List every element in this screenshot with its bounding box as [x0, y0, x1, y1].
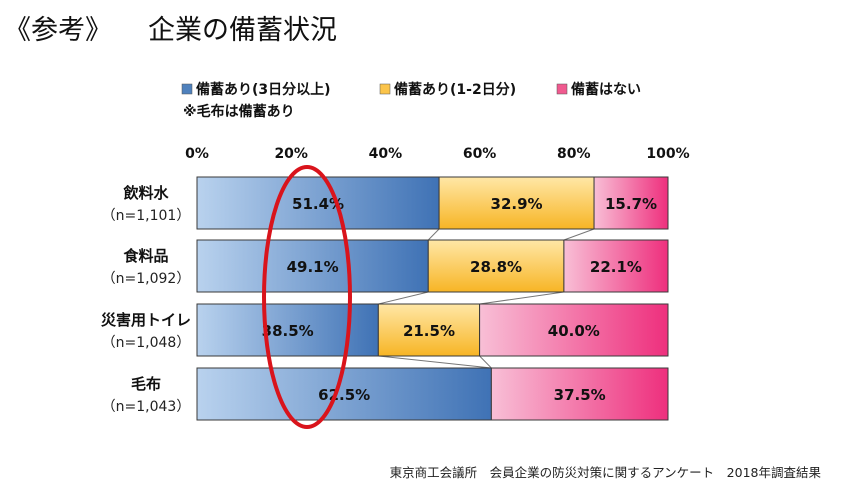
source-note: 東京商工会議所 会員企業の防災対策に関するアンケート 2018年調査結果 — [389, 465, 821, 480]
category-sublabel: （n=1,048） — [102, 335, 191, 351]
series-connectors — [378, 228, 595, 369]
bar-segment — [479, 303, 669, 357]
category-labels: 飲料水 （n=1,101） 食料品 （n=1,092） 災害用トイレ （n=1,048） 毛… — [101, 184, 191, 415]
data-label: 51.4% — [292, 195, 344, 213]
connector-line — [378, 291, 429, 305]
x-axis-ticks: 0% 20% 40% 60% 80% 100% — [185, 146, 690, 162]
data-label: 32.9% — [491, 195, 543, 213]
page-title: 《参考》 企業の備蓄状況 — [4, 8, 337, 47]
connector-line — [378, 355, 492, 369]
bar-segment — [593, 176, 669, 230]
bar-area: 51.4% 32.9% 15.7% 49.1% 28.8% 22.1% 38.5% 21.5%… — [196, 176, 669, 421]
connector-line — [427, 228, 440, 241]
legend-label-1: 備蓄あり(1-2日分) — [394, 81, 516, 98]
highlight-ellipse — [262, 165, 352, 429]
data-label: 28.8% — [470, 258, 522, 276]
data-label: 37.5% — [554, 386, 606, 404]
x-tick-label: 20% — [274, 146, 308, 162]
category-sublabel: （n=1,043） — [102, 399, 191, 415]
legend-swatch-0 — [181, 83, 193, 95]
chart-legend: 備蓄あり(3日分以上) 備蓄あり(1-2日分) 備蓄はない ※毛布は備蓄あり — [181, 81, 641, 120]
bar-segment — [196, 176, 440, 230]
data-label: 22.1% — [590, 258, 642, 276]
x-tick-label: 80% — [557, 146, 591, 162]
x-tick-label: 0% — [185, 146, 209, 162]
data-label: 15.7% — [605, 195, 657, 213]
data-label: 38.5% — [262, 322, 314, 340]
category-sublabel: （n=1,092） — [102, 271, 191, 287]
data-label: 40.0% — [548, 322, 600, 340]
x-tick-label: 40% — [369, 146, 403, 162]
data-label: 49.1% — [287, 258, 339, 276]
bar-segment — [427, 239, 565, 293]
page-title-prefix: 《参考》 — [4, 15, 112, 46]
category-label: 飲料水 — [122, 184, 169, 202]
connector-line — [563, 228, 595, 241]
category-sublabel: （n=1,101） — [102, 208, 191, 224]
legend-label-0: 備蓄あり(3日分以上) — [196, 81, 331, 98]
legend-swatch-2 — [556, 83, 568, 95]
category-label: 食料品 — [123, 247, 168, 265]
legend-label-2: 備蓄はない — [571, 81, 641, 98]
bar-segment — [490, 367, 669, 421]
legend-swatch-1 — [379, 83, 391, 95]
bar-segment — [196, 239, 429, 293]
bar-segment — [563, 239, 669, 293]
page-title-text: 企業の備蓄状況 — [148, 15, 337, 46]
category-label: 毛布 — [131, 375, 161, 393]
bar-segment — [438, 176, 595, 230]
data-label: 21.5% — [403, 322, 455, 340]
category-label: 災害用トイレ — [101, 311, 191, 329]
data-label: 62.5% — [318, 386, 370, 404]
legend-note: ※毛布は備蓄あり — [183, 103, 295, 120]
connector-line — [479, 291, 564, 305]
x-tick-label: 100% — [646, 146, 689, 162]
connector-line — [479, 355, 492, 369]
x-tick-label: 60% — [463, 146, 497, 162]
